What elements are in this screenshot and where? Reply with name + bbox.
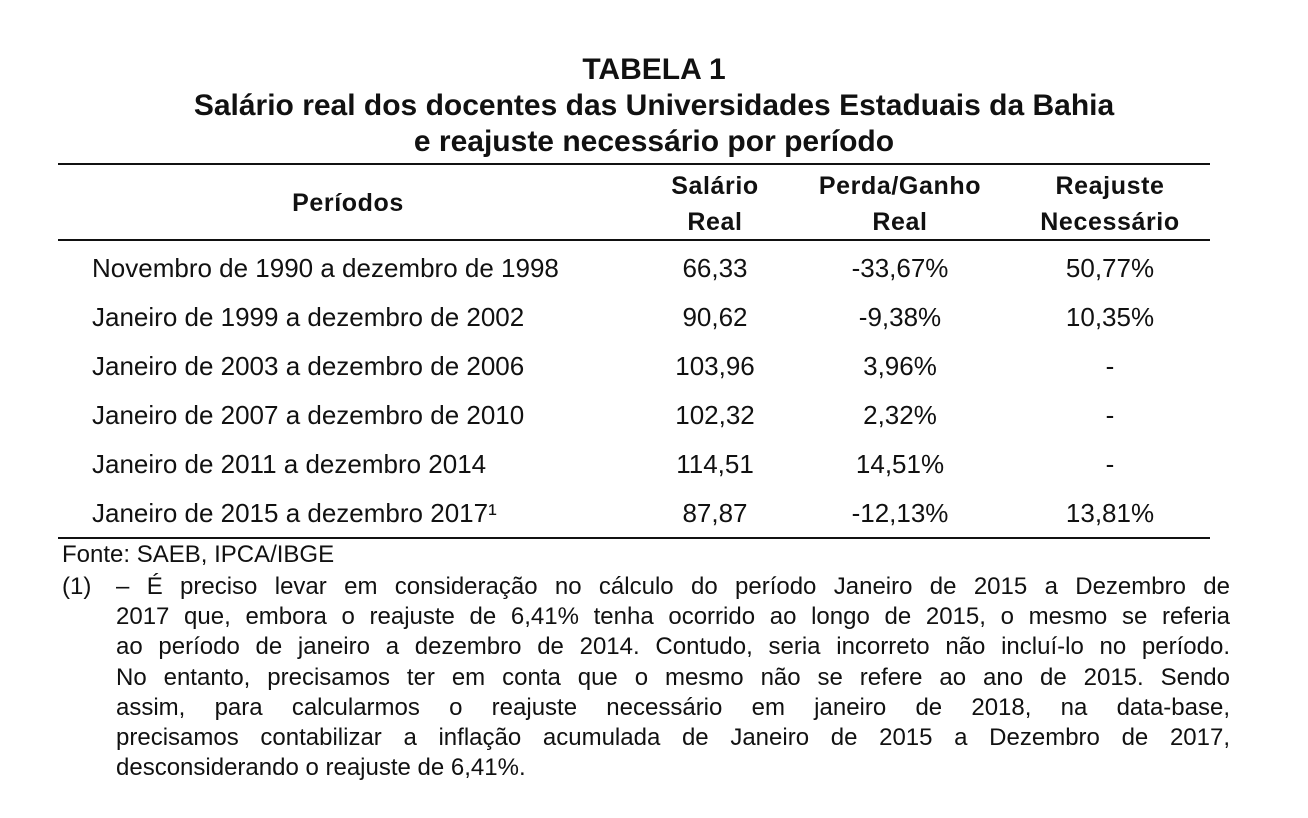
table-bottom-rule [58,537,1210,539]
footnote-line: assim, para calcularmos o reajuste neces… [116,693,1230,721]
cell-periodo: Janeiro de 2015 a dezembro 2017¹ [92,498,497,528]
cell-perda: -9,38% [858,302,942,332]
table-top-rule [58,163,1210,165]
header-perda-line-1: Perda/Ganho [818,172,982,200]
cell-salario: 102,32 [675,400,755,430]
header-salario-line-1: Salário [671,172,759,200]
footnote-line: precisamos contabilizar a inflação acumu… [116,724,1230,752]
cell-periodo: Janeiro de 2011 a dezembro 2014 [92,449,487,479]
cell-periodo: Janeiro de 2003 a dezembro de 2006 [92,351,525,381]
table-subtitle-line-1: Salário real dos docentes das Universida… [193,89,1115,122]
cell-reajuste: 50,77% [1065,253,1155,283]
cell-reajuste: - [1105,351,1115,381]
header-perda-line-2: Real [872,208,928,236]
cell-salario: 90,62 [682,302,748,332]
cell-reajuste: - [1105,449,1115,479]
table-title: TABELA 1 [582,53,726,86]
cell-perda: 14,51% [855,449,945,479]
cell-perda: 2,32% [863,400,937,430]
cell-salario: 114,51 [676,449,754,479]
footnote-line: desconsiderando o reajuste de 6,41%. [116,754,526,782]
cell-salario: 87,87 [682,498,748,528]
header-reajuste-line-1: Reajuste [1055,172,1165,200]
cell-perda: 3,96% [863,351,937,381]
table-header-rule [58,239,1210,241]
header-periodos: Períodos [292,189,404,217]
cell-reajuste: - [1105,400,1115,430]
cell-perda: -33,67% [851,253,949,283]
table-row: Janeiro de 2007 a dezembro de 2010 102,3… [0,391,1308,439]
table-row: Janeiro de 2003 a dezembro de 2006 103,9… [0,342,1308,390]
footnote-line: 2017 que, embora o reajuste de 6,41% ten… [116,603,1230,631]
header-reajuste-necessario: Reajuste Necessário [1010,168,1210,240]
header-salario-real: Salário Real [640,168,790,240]
table-row: Janeiro de 2015 a dezembro 2017¹ 87,87 -… [0,489,1308,537]
cell-periodo: Janeiro de 1999 a dezembro de 2002 [92,302,525,332]
cell-periodo: Janeiro de 2007 a dezembro de 2010 [92,400,525,430]
cell-perda: -12,13% [851,498,949,528]
footnote-text: – É preciso levar em consideração no cál… [116,572,1230,783]
header-perda-ganho-real: Perda/Ganho Real [800,168,1000,240]
cell-reajuste: 13,81% [1065,498,1155,528]
table-row: Janeiro de 2011 a dezembro 2014 114,51 1… [0,440,1308,488]
header-reajuste-line-2: Necessário [1040,208,1180,236]
cell-salario: 103,96 [675,351,755,381]
table-subtitle-line-2: e reajuste necessário por período [413,125,895,158]
footnote-line: ao período de janeiro a dezembro de 2014… [116,633,1230,661]
header-salario-line-2: Real [687,208,743,236]
cell-salario: 66,33 [682,253,748,283]
table-row: Novembro de 1990 a dezembro de 1998 66,3… [0,244,1308,292]
table-row: Janeiro de 1999 a dezembro de 2002 90,62… [0,293,1308,341]
footnote-line: – É preciso levar em consideração no cál… [116,573,1230,600]
footnote-marker: (1) [62,573,92,600]
cell-periodo: Novembro de 1990 a dezembro de 1998 [92,253,559,283]
cell-reajuste: 10,35% [1065,302,1155,332]
footnote-line: No entanto, precisamos ter em conta que … [116,663,1230,691]
source-note: Fonte: SAEB, IPCA/IBGE [62,541,335,568]
